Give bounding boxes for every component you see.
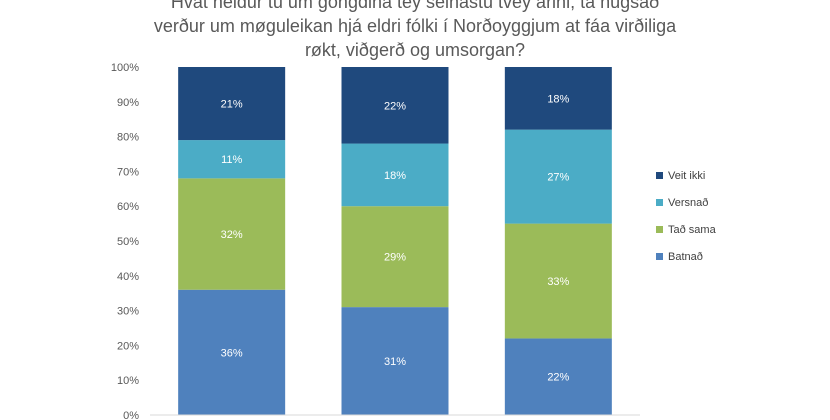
data-label: 32% [221, 229, 243, 241]
bar-segment [178, 67, 286, 141]
y-tick-label: 100% [111, 62, 139, 74]
data-label: 18% [384, 170, 406, 182]
legend-swatch [656, 172, 663, 179]
y-tick-label: 40% [117, 271, 139, 283]
legend-label: Versnað [668, 197, 708, 209]
data-label: 33% [547, 276, 569, 288]
y-tick-label: 10% [117, 375, 139, 387]
legend-label: Batnað [668, 251, 703, 263]
bar-segment [178, 140, 286, 179]
y-tick-label: 20% [117, 340, 139, 352]
y-tick-label: 60% [117, 201, 139, 213]
y-tick-label: 80% [117, 132, 139, 144]
data-label: 21% [221, 99, 243, 111]
y-tick-label: 0% [123, 410, 139, 420]
bar-segment [341, 307, 449, 415]
data-label: 36% [221, 347, 243, 359]
bar-segment [504, 129, 612, 224]
legend-swatch [656, 253, 663, 260]
chart-title-line-1: Hvat heldur tú um gongdina tey seinastu … [170, 0, 660, 12]
bar-segment [178, 178, 286, 290]
y-tick-label: 70% [117, 166, 139, 178]
y-tick-label: 90% [117, 97, 139, 109]
data-label: 18% [547, 93, 569, 105]
legend-swatch [656, 226, 663, 233]
data-label: 31% [384, 356, 406, 368]
bar-segment [178, 289, 286, 415]
bar-segment [504, 338, 612, 415]
data-label: 29% [384, 252, 406, 264]
data-label: 22% [384, 100, 406, 112]
data-label: 22% [547, 372, 569, 384]
legend-label: Tað sama [668, 224, 717, 236]
chart-title: Hvat heldur tú um gongdina tey seinastu … [0, 0, 830, 62]
bar-segment [341, 143, 449, 207]
bar-segment [504, 67, 612, 130]
chart-title-line-3: røkt, viðgerð og umsorgan? [304, 40, 526, 60]
bar-segment [341, 206, 449, 308]
y-tick-label: 50% [117, 236, 139, 248]
y-tick-label: 30% [117, 306, 139, 318]
bar-segment [504, 223, 612, 339]
data-label: 27% [547, 172, 569, 184]
legend-label: Veit ikki [668, 170, 705, 182]
legend-swatch [656, 199, 663, 206]
bar-segment [341, 67, 449, 144]
chart-title-line-2: verður um møguleikan hjá eldri fólki í N… [153, 16, 677, 36]
data-label: 11% [221, 154, 242, 166]
